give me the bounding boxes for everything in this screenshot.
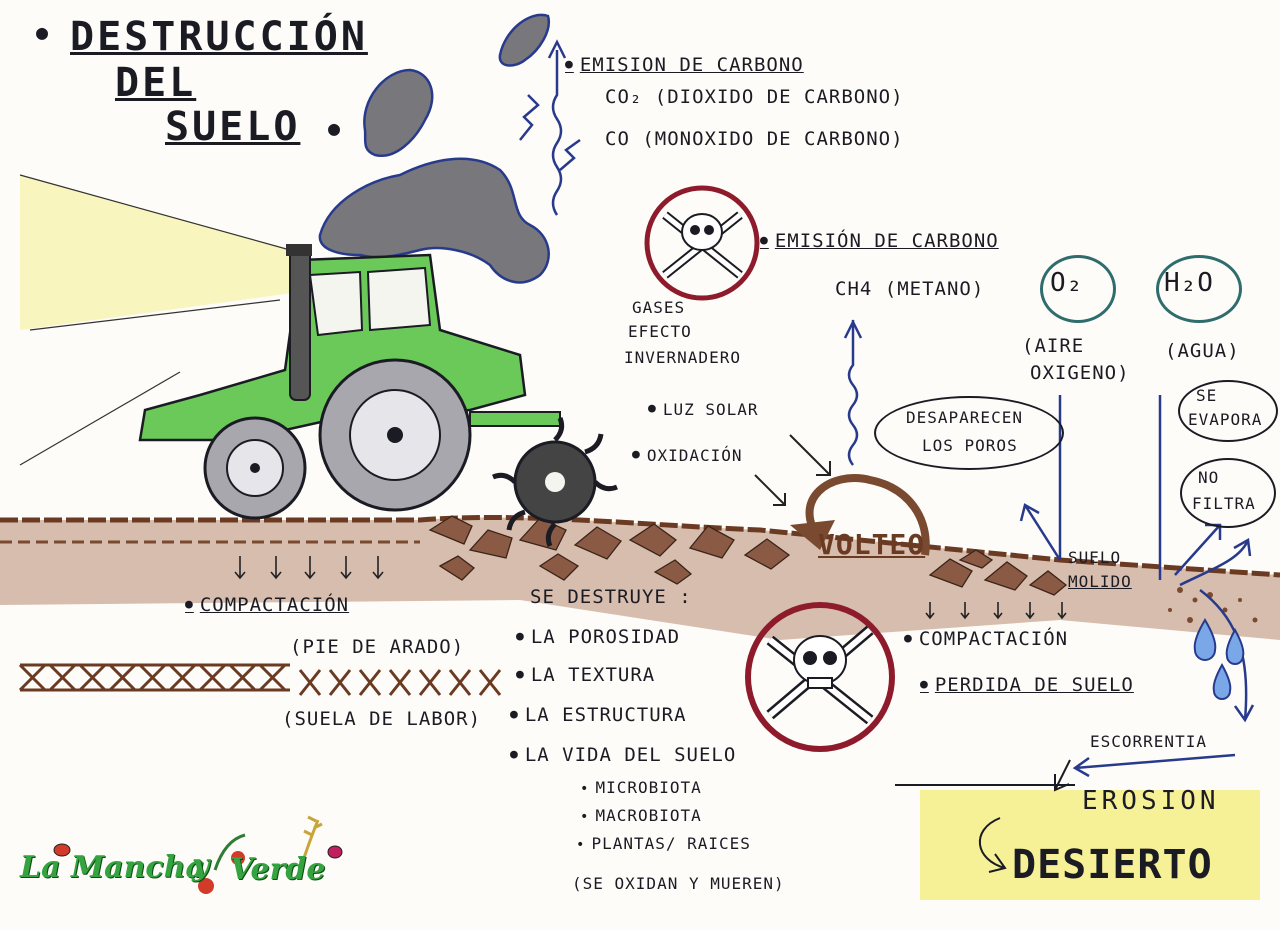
- evapora-line-1: SE: [1196, 386, 1218, 405]
- flower-icon: [213, 833, 246, 871]
- destroys-note: (SE OXIDAN Y MUEREN): [572, 874, 785, 893]
- destroys-subitem-3: PLANTAS/ RAICES: [576, 834, 751, 853]
- title-line-2: DEL: [115, 60, 197, 106]
- emission-heading-top: EMISION DE CARBONO: [565, 54, 804, 76]
- water-circle: [1156, 255, 1242, 323]
- rising-emission-arrows: [519, 39, 863, 466]
- evapora-bubble: [1178, 380, 1278, 442]
- co-label: CO (MONOXIDO DE CARBONO): [605, 128, 904, 150]
- water-label: (AGUA): [1165, 340, 1240, 362]
- no-filtra-line-1: NO: [1198, 468, 1220, 487]
- desert-patch: [920, 790, 1260, 900]
- destroys-subitem-2: MACROBIOTA: [580, 806, 702, 825]
- greenhouse-line-2: EFECTO: [628, 322, 692, 341]
- suelo-molido-line-2: MOLIDO: [1068, 572, 1132, 591]
- logo-part-2: y: [192, 848, 210, 883]
- oxygen-label-1: (AIRE: [1022, 335, 1085, 357]
- destroys-item-4: LA VIDA DEL SUELO: [510, 744, 736, 766]
- title-line-1: DESTRUCCIÓN: [70, 14, 368, 60]
- desierto-label: DESIERTO: [1012, 842, 1213, 888]
- compactacion-right: COMPACTACIÓN: [904, 628, 1068, 650]
- water-drop-icon: [1193, 618, 1245, 700]
- compaction-arrows-right: [925, 602, 1067, 620]
- logo-part-3: Verde: [230, 852, 326, 887]
- title-line-3: SUELO: [165, 104, 301, 150]
- tractor-icon: [138, 244, 618, 547]
- suela-label: (SUELA DE LABOR): [282, 708, 482, 730]
- oxidacion-label: OXIDACIÓN: [632, 446, 743, 465]
- pores-bubble: [874, 396, 1064, 470]
- soil-layer: [0, 517, 1280, 640]
- water-symbol: H₂O: [1164, 268, 1214, 298]
- oxygen-symbol: O₂: [1050, 268, 1084, 298]
- destroys-item-2: LA TEXTURA: [516, 664, 655, 686]
- ch4-label: CH4 (METANO): [835, 278, 985, 300]
- destroys-item-3: LA ESTRUCTURA: [510, 704, 687, 726]
- erosion-label: EROSION: [1082, 786, 1220, 816]
- pores-line-2: LOS POROS: [922, 436, 1018, 455]
- ladybug-icon: [53, 843, 343, 859]
- skull-crossbones-icon: [745, 602, 895, 752]
- perdida-label: PERDIDA DE SUELO: [920, 674, 1134, 696]
- no-filtra-line-2: FILTRA: [1192, 494, 1256, 513]
- desert-arrow: [979, 817, 1007, 873]
- volteo-arrow: [805, 474, 930, 556]
- luz-solar-label: LUZ SOLAR: [648, 400, 759, 419]
- smoke-cloud-icon: [318, 13, 551, 284]
- oxygen-circle: [1040, 255, 1116, 323]
- destroys-subitem-1: MICROBIOTA: [580, 778, 702, 797]
- headlight-beam: [20, 175, 300, 330]
- wheat-icon: [298, 815, 323, 871]
- compactacion-left: COMPACTACIÓN: [185, 594, 349, 616]
- no-filtra-bubble: [1180, 458, 1276, 528]
- compaction-arrows-left: [234, 556, 384, 580]
- evapora-line-2: EVAPORA: [1188, 410, 1263, 429]
- emission-heading-mid: EMISIÓN DE CARBONO: [760, 230, 999, 252]
- destroys-heading: SE DESTRUYE :: [530, 586, 692, 608]
- pie-arado-label: (PIE DE ARADO): [290, 636, 465, 658]
- greenhouse-line-1: GASES: [632, 298, 686, 317]
- soil-clods: [428, 515, 1068, 596]
- escorrentia-label: ESCORRENTIA: [1090, 732, 1207, 751]
- logo-part-1: La Mancha: [20, 850, 205, 885]
- oxygen-label-2: OXIGENO): [1030, 362, 1130, 384]
- co2-label: CO₂ (DIOXIDO DE CARBONO): [605, 86, 904, 108]
- greenhouse-line-3: INVERNADERO: [624, 348, 741, 367]
- volteo-label: VOLTEO: [818, 528, 926, 561]
- plow-pan-hatch: [18, 663, 502, 696]
- skull-crossbones-icon: [644, 185, 760, 301]
- suelo-molido-line-1: SUELO: [1068, 548, 1122, 567]
- pores-line-1: DESAPARECEN: [906, 408, 1023, 427]
- process-arrows: [754, 434, 831, 506]
- destroys-item-1: LA POROSIDAD: [516, 626, 680, 648]
